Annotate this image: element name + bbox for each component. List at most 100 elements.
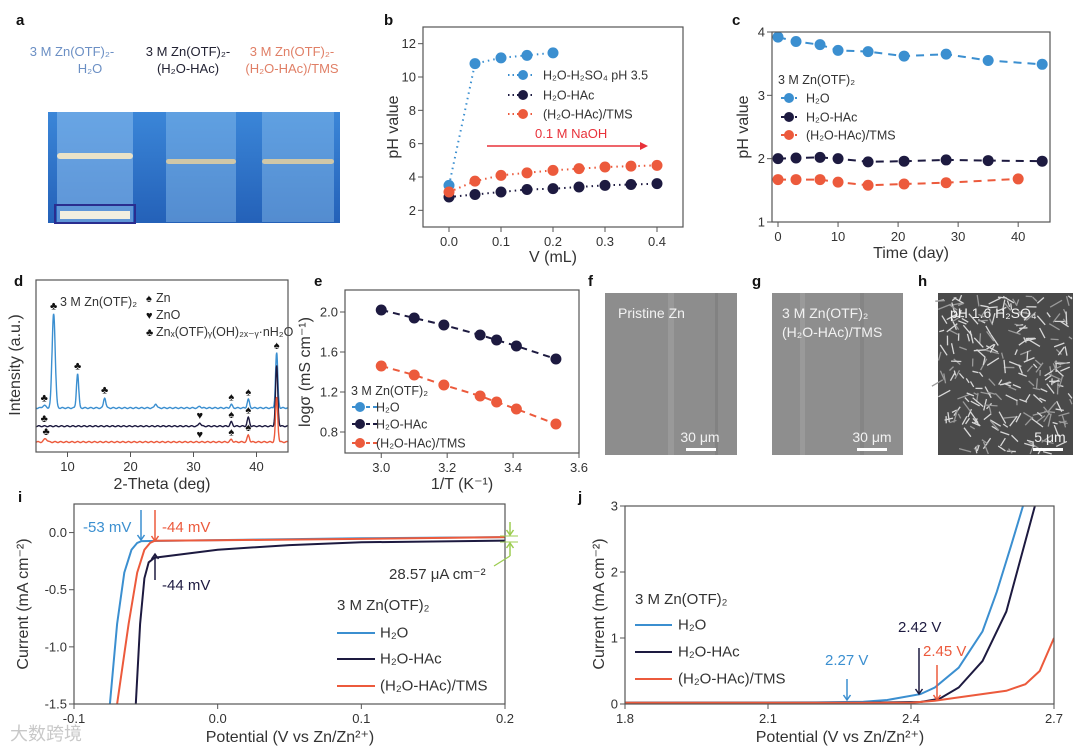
flake <box>988 378 996 387</box>
y-tick-label: 1 <box>758 215 765 230</box>
flake <box>950 343 955 355</box>
xrd-curve <box>36 313 288 410</box>
panel-label-e: e <box>314 273 322 290</box>
flake <box>968 313 979 325</box>
flake <box>1047 413 1052 427</box>
data-point <box>547 183 559 195</box>
x-tick-label: 0.1 <box>352 711 370 726</box>
flake <box>1046 312 1051 318</box>
flake <box>1003 359 1006 374</box>
flake <box>988 297 1001 305</box>
x-axis-title: 2-Theta (deg) <box>114 476 211 493</box>
y-axis-title: Current (mA cm⁻²) <box>591 538 608 669</box>
data-point <box>474 329 486 341</box>
phase-marker: ♣ <box>74 361 81 373</box>
flake <box>989 420 1000 431</box>
data-point <box>510 403 522 415</box>
flake <box>1025 337 1036 342</box>
legend-label: H₂O <box>380 625 408 642</box>
x-tick-label: 0.0 <box>209 711 227 726</box>
data-point <box>547 47 559 59</box>
phase-legend-label: Znₓ(OTF)ᵧ(OH)₂ₓ₋ᵧ·nH₂O <box>156 325 294 339</box>
panel-a-captions: 3 M Zn(OTF)₂- H₂O 3 M Zn(OTF)₂- (H₂O-HAc… <box>30 44 339 76</box>
flake <box>1014 349 1018 356</box>
legend-label: H₂O <box>806 92 830 106</box>
data-point <box>772 153 784 165</box>
data-point <box>521 184 533 195</box>
flake <box>984 404 998 407</box>
flake <box>1053 424 1060 437</box>
flake <box>1052 365 1062 371</box>
flake <box>1046 383 1055 394</box>
flake <box>997 296 1007 299</box>
vial-1 <box>57 112 133 222</box>
flake <box>1048 323 1060 331</box>
panel-label-b: b <box>384 12 393 29</box>
flake <box>958 309 962 318</box>
x-axis-title: Potential (V vs Zn/Zn²⁺) <box>206 729 375 746</box>
flake <box>1043 412 1050 423</box>
flake <box>961 317 969 323</box>
sem-h-label: pH 1.6 H₂SO₄ <box>950 305 1037 321</box>
annotation-label: 2.42 V <box>898 619 941 636</box>
series-h-o-h-so-ph-3-5 <box>443 47 559 191</box>
y-tick-label: 0.8 <box>320 425 338 440</box>
x-tick-label: 0.3 <box>596 234 614 249</box>
sem-streak <box>668 293 674 455</box>
x-tick-label: 3.4 <box>504 460 522 475</box>
flake <box>1033 394 1043 404</box>
precipitate <box>60 211 130 219</box>
chart-d: 10 20 30 402-Theta (deg)Intensity (a.u.) ♣♣♣… <box>7 279 294 493</box>
y-axis-title: Intensity (a.u.) <box>7 314 24 415</box>
flake <box>953 296 965 305</box>
y-axis-title: pH value <box>385 95 402 158</box>
flake <box>1008 386 1017 391</box>
flake <box>1000 431 1010 436</box>
flake <box>961 415 968 425</box>
y-tick-label: -1.0 <box>45 639 67 654</box>
data-point <box>547 164 559 176</box>
y-tick-label: 1 <box>611 631 618 646</box>
flake <box>1016 325 1027 334</box>
flake <box>1065 311 1068 325</box>
flake <box>1008 448 1013 454</box>
flake <box>1055 440 1068 448</box>
data-point <box>469 58 481 70</box>
panel-label-j: j <box>577 489 582 506</box>
flake <box>1009 415 1018 427</box>
panel-label-i: i <box>18 489 22 506</box>
legend-title: 3 M Zn(OTF)₂ <box>351 384 428 398</box>
series-line <box>381 309 557 360</box>
flake <box>1005 394 1018 402</box>
flake <box>1024 416 1034 426</box>
flake <box>994 392 1003 401</box>
plot-frame <box>771 31 1051 223</box>
legend-label: H₂O <box>678 617 706 634</box>
flake <box>951 315 962 323</box>
x-tick-label: 40 <box>249 459 263 474</box>
vial-3 <box>262 112 334 222</box>
legend-label: (H₂O-HAc)/TMS <box>380 678 487 695</box>
legend-label: H₂O <box>376 401 400 415</box>
flake <box>1044 369 1054 377</box>
legend-marker <box>355 402 365 412</box>
flake <box>953 409 959 423</box>
caption-1-line2: H₂O <box>78 61 103 76</box>
flake <box>985 325 992 335</box>
flake <box>1023 412 1034 420</box>
x-tick-label: 20 <box>891 229 905 244</box>
panel-label-c: c <box>732 12 740 29</box>
legend-title: 3 M Zn(OTF)₂ <box>778 73 855 87</box>
flake <box>1057 346 1065 356</box>
flake <box>1019 327 1028 330</box>
flake <box>957 393 971 400</box>
flake <box>1003 416 1017 419</box>
legend-marker <box>518 109 528 119</box>
x-axis-title: Time (day) <box>873 245 949 262</box>
flake <box>1054 361 1067 364</box>
flake <box>1023 357 1035 363</box>
phase-marker: ♠ <box>245 386 251 398</box>
x-tick-label: 10 <box>831 229 845 244</box>
flake <box>997 445 1006 452</box>
